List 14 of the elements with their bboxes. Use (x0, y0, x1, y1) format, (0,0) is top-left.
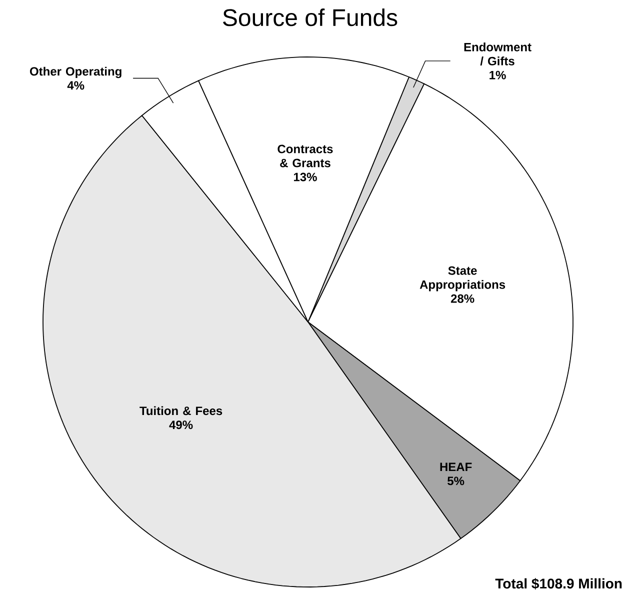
data-label: 1% (490, 70, 506, 80)
chart-title: Source of Funds (223, 8, 398, 26)
slice-label: Tuition & Fees (140, 406, 222, 416)
text: Total $108.9 Million (495, 578, 622, 590)
data-label: 4% (67, 81, 84, 90)
data-label: 13% (294, 172, 317, 182)
data-label: 28% (450, 294, 474, 303)
slice-label: Other Operating (30, 66, 122, 78)
data-label: 5% (448, 476, 464, 486)
data-label: 49% (169, 420, 193, 430)
slice-label: Contracts & Grants (278, 144, 333, 168)
slice-label: State Appropriations (420, 266, 506, 292)
slice-label: Endowment / Gifts (464, 42, 532, 66)
slice-label: HEAF (440, 462, 472, 472)
